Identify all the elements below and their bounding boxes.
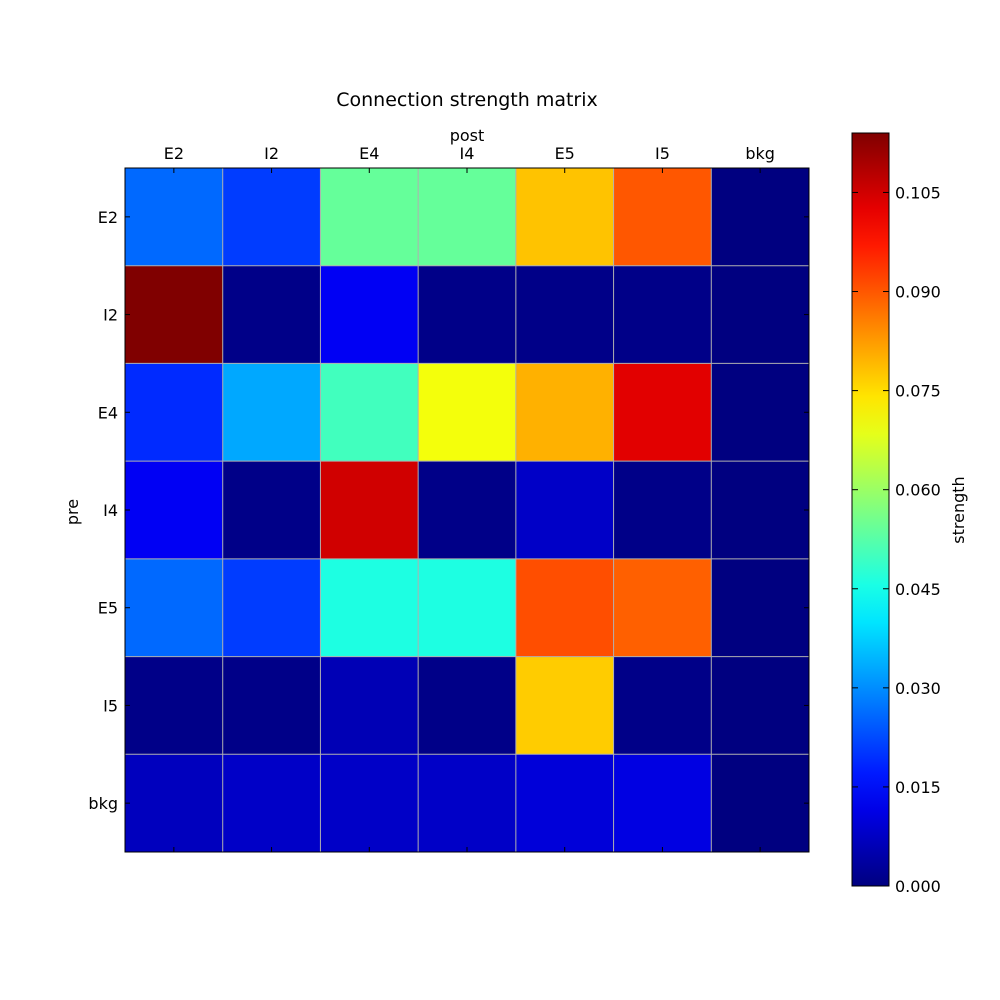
colorbar-tick-label: 0.075: [895, 382, 941, 401]
x-tick-label: I2: [264, 144, 279, 163]
heatmap-cell: [418, 265, 517, 364]
heatmap-cell: [418, 754, 517, 853]
colorbar-tick-label: 0.105: [895, 183, 941, 202]
heatmap-cell: [418, 363, 517, 462]
y-axis-label: pre: [63, 499, 82, 525]
chart-title: Connection strength matrix: [336, 89, 598, 111]
y-tick-label: E4: [98, 403, 118, 422]
x-tick-label: I4: [460, 144, 475, 163]
heatmap-cell: [613, 265, 712, 364]
x-axis-label: post: [450, 126, 485, 145]
heatmap-cell: [222, 754, 321, 853]
heatmap-cell: [418, 558, 517, 658]
heatmap-cell: [418, 168, 517, 267]
colorbar: [851, 132, 890, 887]
heatmap-cell: [613, 558, 712, 658]
heatmap-cell: [320, 168, 419, 267]
heatmap-cell: [711, 558, 810, 658]
heatmap-cell: [125, 656, 224, 755]
heatmap-cell: [320, 363, 419, 462]
heatmap-cell: [125, 265, 224, 364]
x-tick-label: E5: [555, 144, 575, 163]
x-tick-labels: E2 I2 E4 I4 E5 I5 bkg: [164, 144, 775, 852]
heatmap-cell: [515, 168, 615, 267]
heatmap-cell: [125, 558, 224, 658]
y-tick-labels: E2 I2 E4 I4 E5 I5 bkg: [88, 208, 809, 813]
x-tick-label: bkg: [745, 144, 775, 163]
heatmap-cell: [320, 461, 419, 560]
x-tick-label: E4: [359, 144, 379, 163]
colorbar-ticks: 0.000 0.015 0.030 0.045 0.060 0.075 0.090 0.105: [852, 183, 941, 896]
y-tick-label: I4: [103, 501, 118, 520]
heatmap-cell: [613, 363, 712, 462]
y-tick-label: E2: [98, 208, 118, 227]
heatmap-cell: [222, 363, 321, 462]
heatmap-cell: [418, 461, 517, 560]
colorbar-tick-label: 0.090: [895, 283, 941, 302]
y-tick-label: I5: [103, 696, 118, 715]
x-tick-label: I5: [655, 144, 670, 163]
heatmap-cell: [222, 168, 321, 267]
grid-lines: [125, 168, 809, 852]
heatmap-cell: [515, 754, 615, 853]
heatmap-cell: [125, 363, 224, 462]
heatmap-cells: [125, 168, 810, 853]
heatmap-cell: [515, 558, 615, 658]
heatmap-cell: [125, 754, 224, 853]
heatmap-cell: [320, 558, 419, 658]
heatmap-cell: [222, 656, 321, 755]
colorbar-tick-label: 0.045: [895, 580, 941, 599]
heatmap-cell: [515, 363, 615, 462]
y-tick-label: I2: [103, 306, 118, 325]
heatmap-cell: [613, 656, 712, 755]
x-tick-label: E2: [164, 144, 184, 163]
heatmap-cell: [125, 461, 224, 560]
heatmap-cell: [711, 363, 810, 462]
heatmap-cell: [125, 168, 224, 267]
heatmap-cell: [711, 656, 810, 755]
heatmap-cell: [711, 754, 810, 853]
heatmap-cell: [418, 656, 517, 755]
y-tick-label: bkg: [88, 794, 118, 813]
colorbar-tick-label: 0.000: [895, 877, 941, 896]
heatmap-cell: [222, 558, 321, 658]
heatmap-cell: [320, 656, 419, 755]
heatmap-cell: [711, 461, 810, 560]
colorbar-tick-label: 0.015: [895, 778, 941, 797]
heatmap-cell: [320, 265, 419, 364]
heatmap-cell: [613, 754, 712, 853]
heatmap-cell: [515, 656, 615, 755]
colorbar-label: strength: [949, 476, 968, 543]
heatmap-cell: [515, 265, 615, 364]
y-tick-label: E5: [98, 599, 118, 618]
heatmap-cell: [613, 168, 712, 267]
heatmap-cell: [515, 461, 615, 560]
heatmap-cell: [222, 265, 321, 364]
heatmap-cell: [711, 168, 810, 267]
heatmap-cell: [320, 754, 419, 853]
heatmap-cell: [711, 265, 810, 364]
colorbar-tick-label: 0.030: [895, 679, 941, 698]
heatmap-cell: [613, 461, 712, 560]
heatmap-cell: [222, 461, 321, 560]
colorbar-tick-label: 0.060: [895, 481, 941, 500]
